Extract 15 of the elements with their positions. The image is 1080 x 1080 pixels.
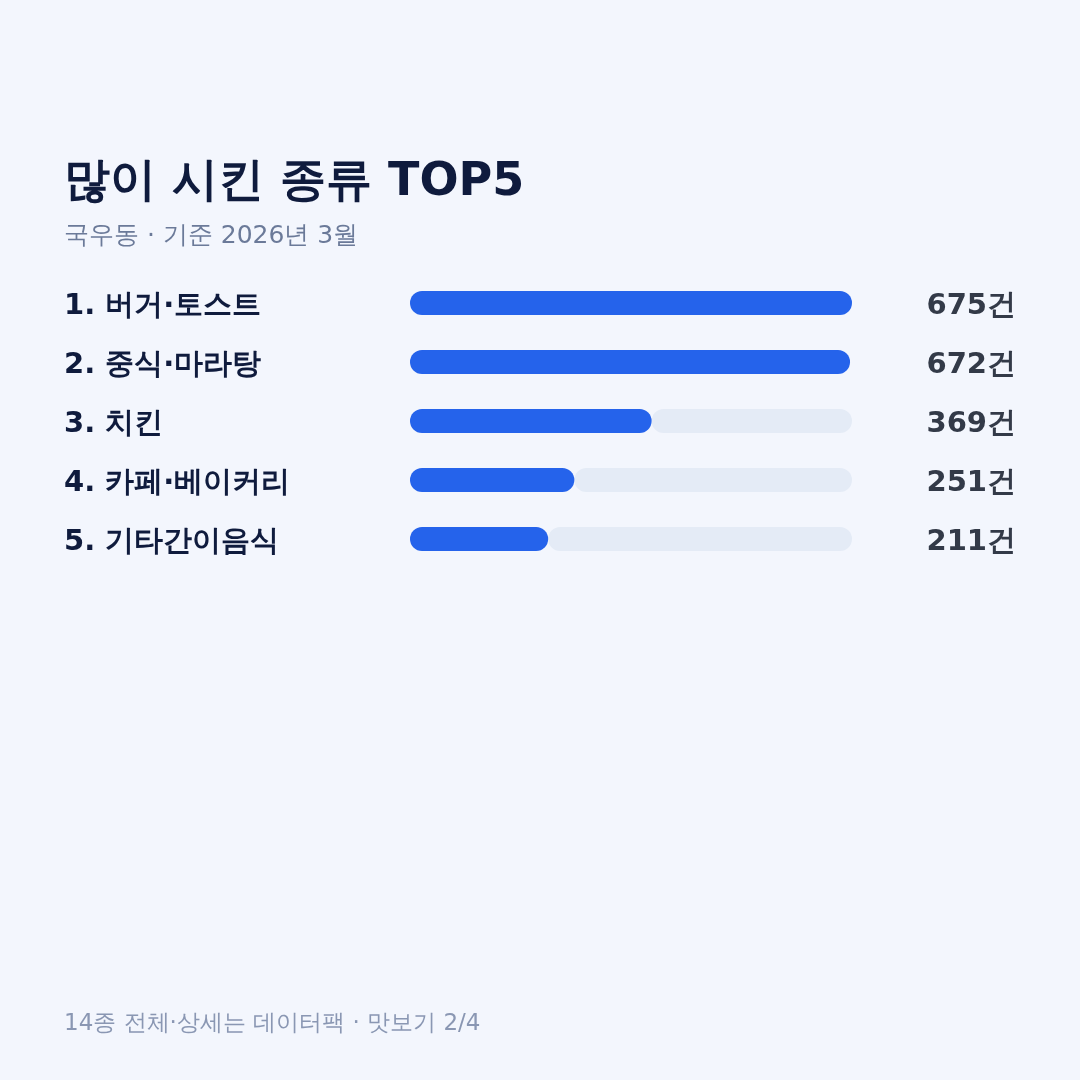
text: 14종 전체·상세는 데이터팩 · 맛보기 2/4: [64, 1009, 481, 1035]
y-tick-label: 1. 버거·토스트: [64, 287, 262, 321]
data-label: 369건: [926, 405, 1016, 439]
data-label: 675건: [926, 287, 1016, 321]
chart-subtitle: 국우동 · 기준 2026년 3월: [64, 220, 359, 249]
bar: [410, 350, 851, 374]
data-label: 672건: [926, 346, 1016, 380]
bar: [410, 291, 852, 315]
data-label: 211건: [926, 523, 1016, 557]
data-label: 251건: [926, 464, 1016, 498]
y-tick-label: 3. 치킨: [64, 405, 164, 439]
y-tick-label: 4. 카페·베이커리: [64, 464, 291, 498]
y-tick-label: 5. 기타간이음식: [64, 523, 280, 557]
chart-title: 많이 시킨 종류 TOP5: [64, 152, 525, 206]
y-tick-label: 2. 중식·마라탕: [64, 346, 262, 380]
